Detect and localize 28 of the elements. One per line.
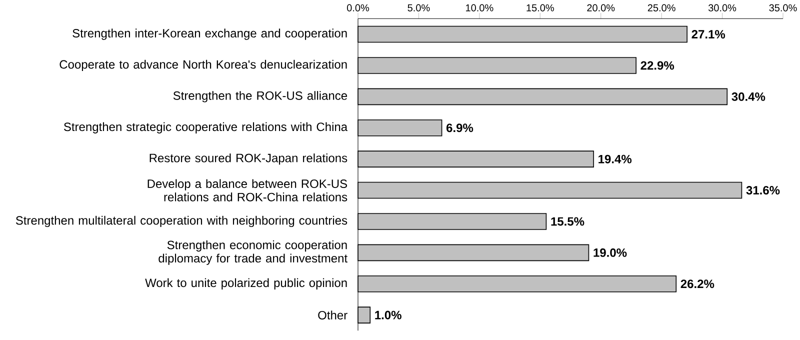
y-tick-label: Other xyxy=(318,310,348,320)
y-tick-label: Develop a balance between ROK-US relations and ROK-China relations xyxy=(148,179,348,202)
y-tick-label: Strengthen strategic cooperative relations with China xyxy=(64,122,348,134)
x-tick-label: 15.0% xyxy=(526,4,554,12)
data-label: 26.2% xyxy=(680,280,714,288)
x-tick-label: 25.0% xyxy=(648,4,676,12)
data-label: 15.5% xyxy=(551,217,584,226)
data-label: 19.0% xyxy=(594,248,627,257)
data-label: 19.4% xyxy=(598,154,632,164)
x-tick-label: 35.0% xyxy=(769,4,797,12)
data-label: 27.1% xyxy=(692,30,726,38)
data-label: 22.9% xyxy=(640,61,674,70)
x-tick-label: 5.0% xyxy=(408,4,430,12)
y-tick-label: Work to unite polarized public opinion xyxy=(145,278,347,290)
y-tick-label: Strengthen multilateral cooperation with neighboring countries xyxy=(16,216,348,228)
data-label: 30.4% xyxy=(732,92,766,101)
y-tick-label: Strengthen economic cooperation diplomacy for trade and investment xyxy=(158,240,348,265)
y-tick-label: Cooperate to advance North Korea's denuclearization xyxy=(60,60,347,72)
y-tick-label: Restore soured ROK-Japan relations xyxy=(150,153,348,165)
x-tick-label: 10.0% xyxy=(466,4,494,12)
y-tick-label: Strengthen the ROK-US alliance xyxy=(173,91,348,102)
x-tick-label: 0.0% xyxy=(347,4,370,12)
data-label: 1.0% xyxy=(375,310,402,320)
x-tick-label: 20.0% xyxy=(587,4,615,12)
y-tick-label: Strengthen inter-Korean exchange and cooperation xyxy=(72,28,347,40)
data-label: 6.9% xyxy=(446,124,474,132)
data-label: 31.6% xyxy=(746,186,780,195)
x-tick-label: 30.0% xyxy=(708,4,736,12)
